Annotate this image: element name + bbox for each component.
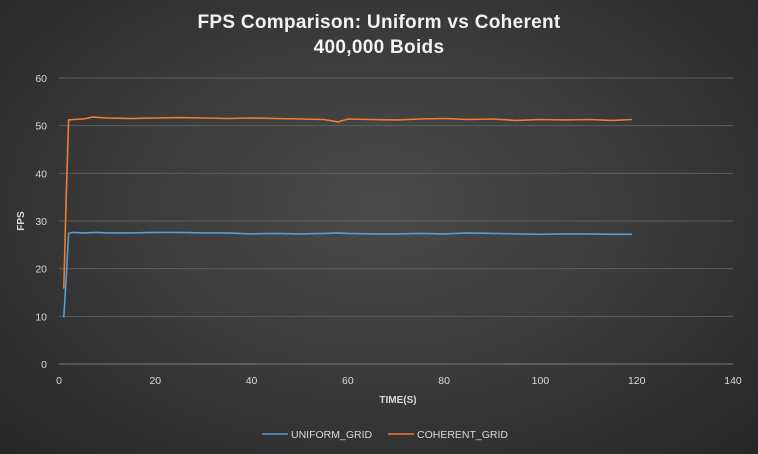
- x-tick-label: 0: [56, 375, 62, 387]
- y-axis-title: FPS: [16, 211, 27, 231]
- y-tick-label: 30: [35, 216, 47, 228]
- x-axis-title: TIME(S): [379, 395, 416, 406]
- x-tick-label: 140: [724, 375, 742, 387]
- y-tick-label: 20: [35, 264, 47, 276]
- legend: UNIFORM_GRID COHERENT_GRID: [262, 429, 508, 441]
- y-tick-label: 40: [35, 168, 47, 180]
- y-tick-label: 60: [35, 73, 47, 85]
- legend-label: COHERENT_GRID: [417, 429, 508, 441]
- x-tick-label: 100: [532, 375, 550, 387]
- chart-subtitle: 400,000 Boids: [313, 37, 445, 58]
- x-tick-label: 80: [438, 375, 450, 387]
- x-tick-label: 40: [246, 375, 258, 387]
- chart-title: FPS Comparison: Uniform vs Coherent: [197, 12, 561, 33]
- series-line-uniform-grid: [63, 231, 632, 318]
- x-tick-label: 60: [342, 375, 354, 387]
- y-tick-label: 50: [35, 121, 47, 133]
- x-tick-label: 20: [149, 375, 161, 387]
- series-layer: [63, 116, 632, 318]
- gridlines: [59, 77, 733, 365]
- y-tick-label: 0: [41, 359, 47, 371]
- legend-label: UNIFORM_GRID: [291, 429, 373, 441]
- series-line-coherent-grid: [63, 116, 632, 289]
- x-tick-label: 120: [628, 375, 646, 387]
- axes: 0 10 20 30 40 50 60 0 20 40 60 80 100 120 140: [35, 73, 742, 387]
- chart-title-block: FPS Comparison: Uniform vs Coherent 400,…: [0, 10, 758, 60]
- y-tick-label: 10: [35, 311, 47, 323]
